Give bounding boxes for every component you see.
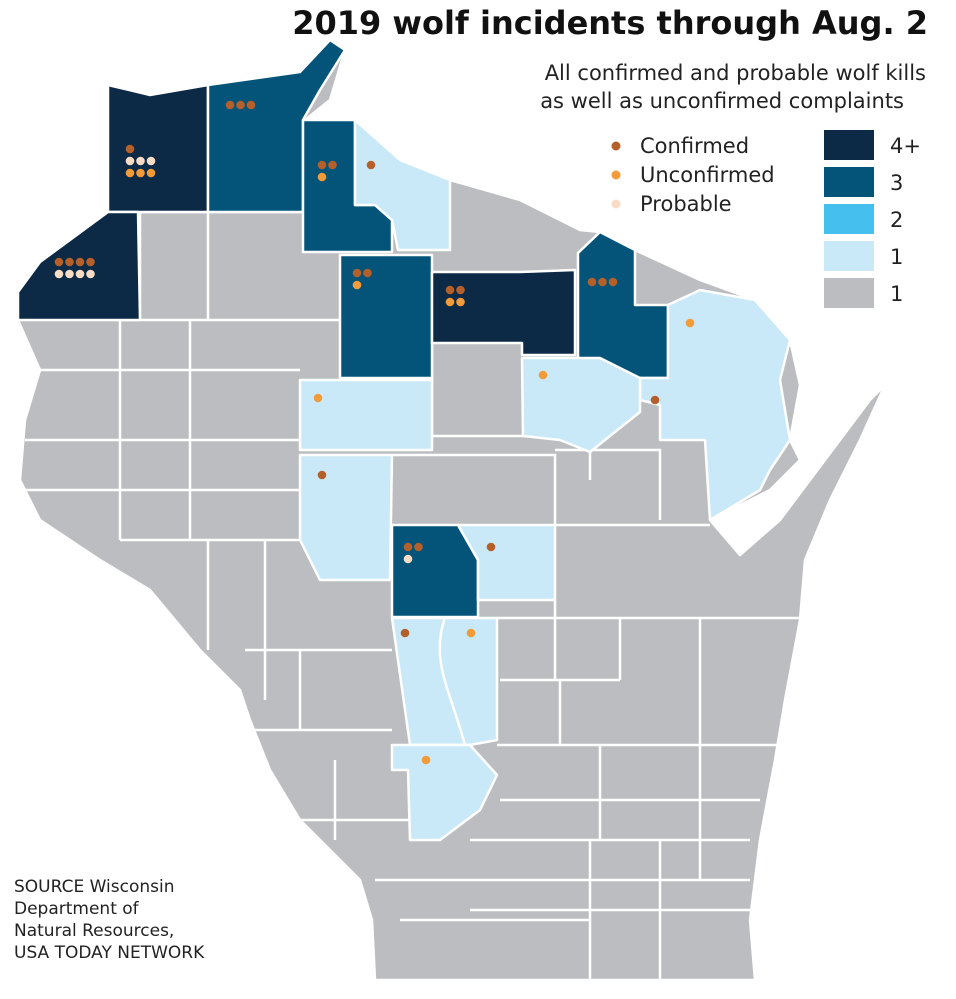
source-line: Department of <box>14 899 140 919</box>
incident-dot <box>225 100 235 110</box>
legend-label: 1 <box>890 282 903 306</box>
highlighted-counties <box>16 38 792 842</box>
incident-dot <box>400 628 410 638</box>
incident-dot <box>352 268 362 278</box>
incident-dot <box>146 168 156 178</box>
county <box>298 453 394 582</box>
incident-dot <box>86 257 95 267</box>
legend-swatch <box>824 278 874 308</box>
incident-dot <box>650 395 660 405</box>
legend-label: Probable <box>640 192 732 216</box>
incident-dot <box>65 269 74 279</box>
incident-dot <box>313 393 323 403</box>
legend-swatch <box>824 241 874 271</box>
incident-dot <box>363 268 372 278</box>
incident-dot <box>685 318 695 328</box>
incident-dot <box>75 269 85 279</box>
county <box>206 38 347 214</box>
incident-dot <box>403 554 413 564</box>
incident-dot <box>125 168 135 178</box>
incident-dot <box>246 100 256 110</box>
incident-dot <box>445 297 455 307</box>
river <box>438 617 467 746</box>
legend-dot <box>611 199 621 209</box>
county <box>456 523 557 602</box>
incident-dot <box>352 280 362 290</box>
source-line: Natural Resources, <box>14 921 174 941</box>
incident-dot <box>136 168 145 178</box>
legend-label: 3 <box>890 171 903 195</box>
source-line: SOURCE Wisconsin <box>14 877 175 897</box>
legend: Confirmed Unconfirmed Probable 4+ 3 2 1 1 <box>611 130 921 308</box>
title: 2019 wolf incidents through Aug. 2 <box>292 4 928 42</box>
subtitle-line: as well as unconfirmed complaints <box>540 89 904 113</box>
incident-dot <box>125 144 135 154</box>
incident-dot <box>317 160 327 170</box>
incident-dot <box>456 285 465 295</box>
legend-swatch <box>824 130 874 160</box>
county <box>338 253 434 380</box>
county <box>353 118 452 252</box>
incident-dot <box>421 755 431 765</box>
incident-dot <box>125 156 135 166</box>
legend-label: 2 <box>890 208 903 232</box>
incident-dot <box>403 542 413 552</box>
incident-dot <box>538 370 548 380</box>
incident-dot <box>54 269 64 279</box>
incident-dot <box>466 628 476 638</box>
incident-dot <box>86 269 95 279</box>
incident-dots <box>54 100 695 765</box>
incident-dot <box>608 277 618 287</box>
county <box>390 743 499 842</box>
county <box>298 378 434 452</box>
subtitle-line: All confirmed and probable wolf kills <box>545 61 926 85</box>
incident-dot <box>328 160 337 170</box>
incident-dot <box>486 542 496 552</box>
incident-dot <box>317 172 327 182</box>
incident-dot <box>587 277 597 287</box>
incident-dot <box>317 470 327 480</box>
source-line: USA TODAY NETWORK <box>14 943 205 963</box>
county <box>520 356 642 454</box>
legend-label: 1 <box>890 245 903 269</box>
incident-dot <box>366 160 376 170</box>
incident-dot <box>456 297 465 307</box>
incident-dot <box>445 285 455 295</box>
county <box>430 268 577 357</box>
incident-dot <box>54 257 64 267</box>
county <box>106 83 210 214</box>
incident-dot <box>598 277 607 287</box>
incident-dot <box>236 100 245 110</box>
incident-dot <box>414 542 423 552</box>
legend-swatch <box>824 204 874 234</box>
legend-dot <box>611 170 621 180</box>
county <box>576 230 670 380</box>
legend-dot <box>611 141 621 151</box>
incident-dot <box>65 257 74 267</box>
legend-label: Confirmed <box>640 134 749 158</box>
legend-swatch <box>824 167 874 197</box>
legend-label: Unconfirmed <box>640 163 775 187</box>
legend-label: 4+ <box>890 134 921 158</box>
incident-dot <box>146 156 156 166</box>
incident-dot <box>136 156 145 166</box>
incident-dot <box>75 257 85 267</box>
